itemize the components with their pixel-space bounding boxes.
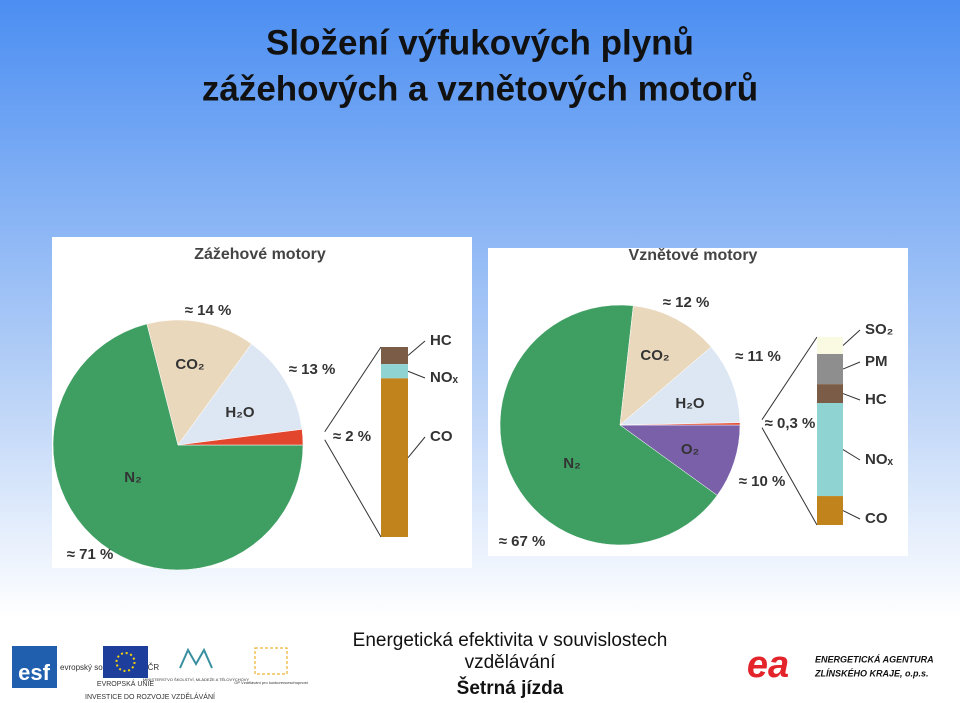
footer: esf evropský sociální fond v ČR EVROPSKÁ… — [0, 630, 960, 703]
breakdown-label: HC — [430, 332, 452, 349]
slice-label: N₂ — [124, 469, 142, 486]
value-label: ≈ 10 % — [739, 473, 786, 490]
slide-title: zážehových a vznětových motorů — [202, 69, 758, 108]
value-label: ≈ 13 % — [289, 361, 336, 378]
footer-text: Energetická efektivita v souvislostech — [353, 630, 668, 651]
eu-logo — [103, 646, 148, 678]
pie-slice — [619, 346, 741, 426]
value-label: ≈ 14 % — [185, 302, 232, 319]
pie-slice — [177, 343, 303, 446]
chart-title: Vznětové motory — [629, 247, 758, 264]
eu-stars — [115, 652, 136, 672]
footer-bg — [0, 632, 960, 703]
agency-logo: ea — [747, 644, 789, 686]
value-label: ≈ 11 % — [735, 348, 781, 365]
chart-title: Zážehové motory — [194, 246, 326, 263]
value-label: ≈ 0,3 % — [765, 415, 816, 432]
breakdown-label: CO — [865, 510, 888, 527]
esf-logo — [12, 646, 57, 688]
slice-label: H₂O — [225, 404, 254, 421]
slice-label: O₂ — [681, 441, 699, 458]
op-logo — [254, 647, 288, 675]
slice-label: CO₂ — [640, 347, 669, 364]
breakdown-label: HC — [865, 391, 887, 408]
slice-label: H₂O — [675, 395, 704, 412]
connector — [761, 336, 818, 420]
logo-text: EVROPSKÁ UNIE — [97, 679, 155, 688]
connector — [324, 346, 382, 433]
footer-text: vzdělávání — [465, 652, 557, 673]
slice-label: N₂ — [563, 455, 581, 472]
agency-text: ENERGETICKÁ AGENTURA — [815, 654, 934, 664]
breakdown-label: SO₂ — [865, 321, 893, 338]
label-connector — [842, 329, 861, 346]
value-label: ≈ 71 % — [67, 546, 114, 563]
label-connector — [842, 510, 861, 520]
breakdown-label: PM — [865, 353, 888, 370]
breakdown-label: NOₓ — [865, 451, 894, 468]
connector — [761, 427, 818, 526]
value-label: ≈ 67 % — [499, 533, 546, 550]
breakdown-segment — [381, 364, 408, 379]
pie-slice — [52, 323, 304, 571]
breakdown-segment — [381, 378, 408, 537]
label-connector — [842, 449, 861, 461]
label-connector — [842, 361, 861, 370]
label-connector — [407, 370, 426, 379]
logo-text: INVESTICE DO ROZVOJE VZDĚLÁVÁNÍ — [85, 692, 215, 701]
slide-title: Složení výfukových plynů — [266, 23, 694, 62]
connector — [324, 439, 382, 538]
pie-slice — [619, 424, 741, 496]
label-connector — [842, 393, 861, 401]
agency-text: ZLÍNSKÉHO KRAJE, o.p.s. — [814, 668, 929, 678]
breakdown-segment — [381, 347, 408, 365]
value-label: ≈ 2 % — [333, 428, 371, 445]
logo-text: MINISTERSTVO ŠKOLSTVÍ, MLÁDEŽE A TĚLOVÝC… — [143, 677, 250, 682]
breakdown-segment — [817, 353, 843, 385]
logo-text: OP Vzdělávání pro konkurenceschopnost — [234, 680, 308, 685]
label-connector — [407, 436, 426, 458]
label-connector — [407, 340, 426, 356]
pie-slice — [146, 319, 252, 446]
logo-text: esf — [18, 660, 50, 685]
pie-slice — [619, 422, 741, 426]
breakdown-label: CO — [430, 428, 453, 445]
pie-slice — [177, 429, 304, 446]
slice-label: CO₂ — [175, 356, 204, 373]
msmt-logo — [179, 647, 213, 669]
breakdown-segment — [817, 337, 843, 354]
breakdown-label: NOₓ — [430, 369, 459, 386]
breakdown-segment — [817, 496, 843, 525]
pie-slice — [619, 305, 712, 426]
breakdown-segment — [817, 384, 843, 404]
breakdown-segment — [817, 403, 843, 497]
value-label: ≈ 12 % — [663, 294, 710, 311]
footer-text: Šetrná jízda — [457, 677, 564, 699]
pie-slice — [499, 304, 718, 546]
